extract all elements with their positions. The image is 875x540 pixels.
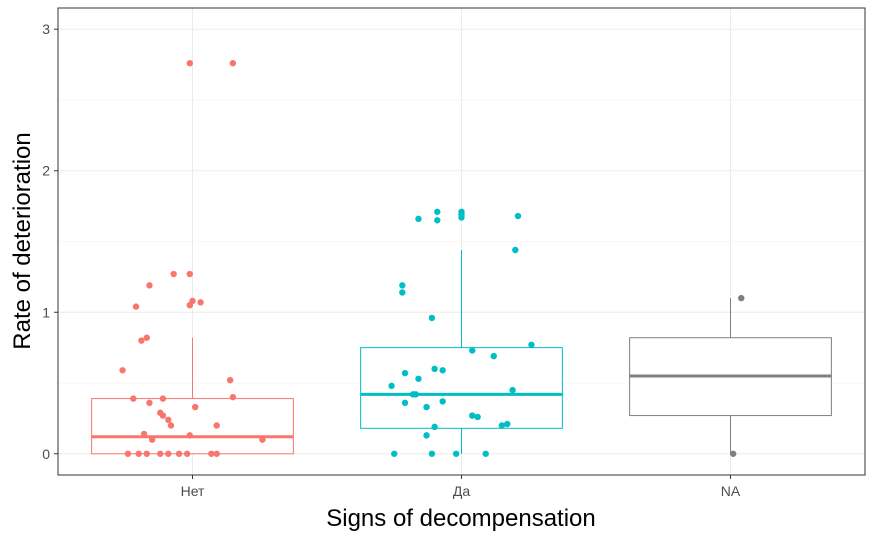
data-point <box>434 208 441 215</box>
data-point <box>119 367 126 374</box>
data-point <box>165 450 172 457</box>
data-point <box>140 430 148 438</box>
data-point <box>132 303 140 310</box>
data-point <box>509 386 516 394</box>
data-point <box>729 450 737 457</box>
data-point <box>401 369 409 377</box>
x-tick-label: Да <box>453 483 470 499</box>
data-point <box>452 450 460 457</box>
data-point <box>143 450 150 457</box>
y-tick-label: 3 <box>42 21 50 37</box>
data-point <box>399 289 406 296</box>
data-point <box>504 420 511 428</box>
data-point <box>423 403 430 411</box>
data-point <box>469 347 476 354</box>
data-point <box>528 341 535 349</box>
data-point <box>146 282 153 289</box>
y-axis-ticks: 0 1 2 3 <box>42 21 58 462</box>
data-point <box>146 399 153 407</box>
data-point <box>213 450 220 457</box>
data-point <box>458 208 465 215</box>
data-point <box>423 432 430 439</box>
data-point <box>191 403 199 411</box>
data-point <box>415 375 422 382</box>
data-point <box>159 395 167 402</box>
data-point <box>157 450 164 457</box>
data-point <box>512 246 519 254</box>
x-axis-title: Signs of decompensation <box>326 505 596 532</box>
box <box>360 347 563 429</box>
data-point <box>474 413 481 421</box>
y-axis-title: Rate of deterioration <box>9 132 36 349</box>
data-point <box>135 450 142 457</box>
data-point <box>143 334 150 341</box>
data-point <box>208 450 215 457</box>
data-point <box>388 382 395 390</box>
data-point <box>401 399 409 407</box>
data-point <box>183 450 191 457</box>
x-tick-label: Нет <box>181 483 205 499</box>
data-point <box>124 450 132 457</box>
data-point <box>482 450 489 457</box>
data-point <box>498 422 506 429</box>
y-tick-label: 1 <box>42 304 50 320</box>
data-point <box>165 416 172 424</box>
data-point <box>409 391 417 398</box>
data-point <box>458 214 465 221</box>
data-point <box>175 450 183 457</box>
y-tick-label: 2 <box>42 163 50 179</box>
data-point <box>391 450 398 457</box>
data-point <box>439 398 446 405</box>
data-point <box>189 297 196 305</box>
data-point <box>226 376 234 384</box>
data-point <box>738 294 745 302</box>
data-point <box>439 367 446 374</box>
data-point <box>415 215 422 223</box>
data-point <box>186 59 194 67</box>
data-point <box>170 270 177 278</box>
data-point <box>229 59 237 67</box>
data-point <box>259 436 266 443</box>
data-point <box>428 314 436 322</box>
data-point <box>469 412 476 419</box>
data-point <box>428 450 436 457</box>
data-point <box>148 436 156 443</box>
data-point <box>186 270 194 278</box>
data-point <box>514 212 522 220</box>
data-point <box>159 412 167 419</box>
data-point <box>399 282 406 289</box>
y-tick-label: 0 <box>42 446 50 462</box>
jitter-points-layer <box>119 59 745 457</box>
data-point <box>197 299 204 306</box>
data-point <box>213 422 220 429</box>
data-point <box>167 422 175 429</box>
data-point <box>229 393 237 401</box>
data-point <box>431 365 438 373</box>
data-point <box>490 352 497 360</box>
x-axis-ticks: Нет Да NA <box>181 475 741 499</box>
data-point <box>186 432 194 439</box>
data-point <box>130 395 137 402</box>
x-tick-label: NA <box>721 483 741 499</box>
box-layer <box>91 249 832 455</box>
data-point <box>434 217 441 224</box>
data-point <box>138 337 145 344</box>
data-point <box>431 423 438 431</box>
